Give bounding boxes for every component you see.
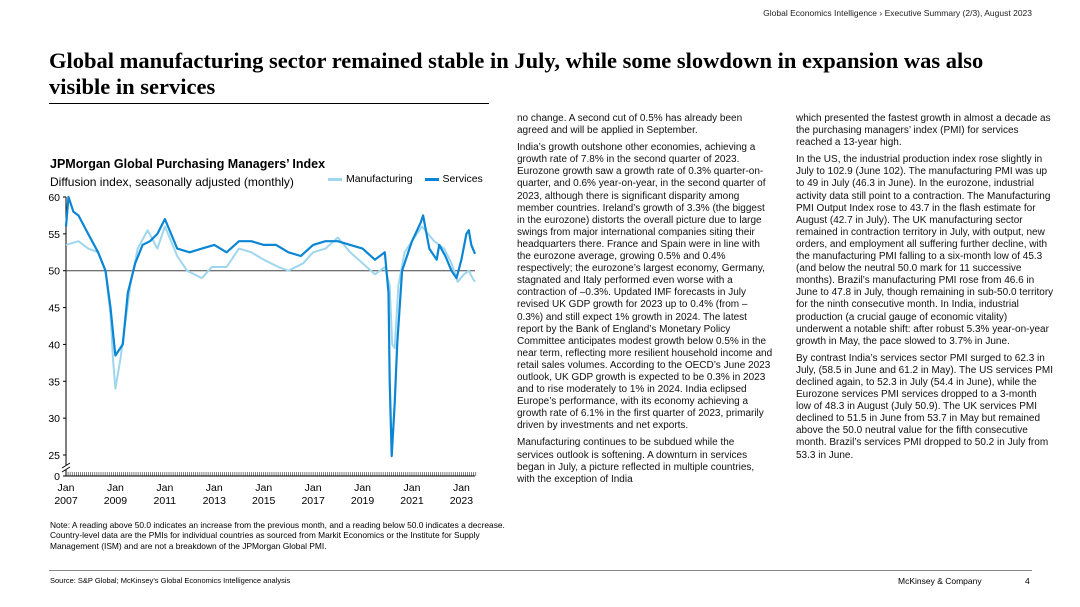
y-tick-label: 60 — [48, 192, 60, 204]
paragraph: no change. A second cut of 0.5% has alre… — [517, 113, 743, 137]
x-tick-label-month: Jan — [453, 482, 470, 494]
legend-swatch-manufacturing — [328, 177, 342, 181]
x-tick-label-month: Jan — [354, 482, 371, 494]
legend-item-services: Services — [424, 173, 483, 185]
page-title: Global manufacturing sector remained sta… — [49, 48, 984, 99]
x-tick-label-year: 2023 — [450, 495, 474, 507]
x-tick-label-year: 2009 — [104, 495, 128, 507]
x-tick-label-month: Jan — [58, 482, 75, 494]
axis-break-mark — [61, 466, 71, 473]
text-column-2: which presented the fastest growth in al… — [796, 113, 1054, 467]
x-tick-label-month: Jan — [305, 482, 322, 494]
x-tick-label-year: 2019 — [351, 495, 375, 507]
footer-brand: McKinsey & Company — [898, 576, 982, 586]
paragraph: Manufacturing continues to be subdued wh… — [517, 437, 755, 485]
chart-legend: Manufacturing Services — [328, 173, 495, 185]
x-tick-label-month: Jan — [156, 482, 173, 494]
y-tick-label: 25 — [48, 450, 60, 462]
x-tick-label-month: Jan — [255, 482, 272, 494]
source-note: Source: S&P Global; McKinsey’s Global Ec… — [50, 576, 291, 585]
text-column-1: no change. A second cut of 0.5% has alre… — [517, 113, 773, 491]
y-tick-label: 35 — [48, 376, 60, 388]
y-tick-label: 55 — [48, 229, 60, 241]
x-tick-label-year: 2015 — [252, 495, 276, 507]
axis-break-mark — [61, 462, 71, 469]
y-tick-label: 50 — [48, 266, 60, 278]
footer-divider — [49, 570, 1032, 571]
y-tick-label: 40 — [48, 339, 60, 351]
paragraph: By contrast India’s services sector PMI … — [796, 352, 1053, 461]
x-tick-label-month: Jan — [404, 482, 421, 494]
paragraph: In the US, the industrial production ind… — [796, 154, 1054, 347]
x-tick-label-month: Jan — [206, 482, 223, 494]
chart-note: Note: A reading above 50.0 indicates an … — [50, 520, 505, 551]
y-tick-label: 45 — [48, 303, 60, 315]
legend-swatch-services — [424, 177, 439, 181]
x-tick-label-year: 2011 — [154, 495, 177, 507]
paragraph: India’s growth outshone other economies,… — [517, 142, 773, 432]
paragraph: which presented the fastest growth in al… — [796, 113, 1051, 149]
legend-label-manufacturing: Manufacturing — [346, 173, 413, 185]
legend-item-manufacturing: Manufacturing — [328, 173, 413, 185]
page-number: 4 — [1025, 576, 1030, 586]
x-tick-label-year: 2013 — [203, 495, 227, 507]
x-tick-label-year: 2007 — [54, 495, 78, 507]
y-tick-label: 30 — [48, 413, 60, 425]
chart-title: JPMorgan Global Purchasing Managers’ Ind… — [50, 157, 326, 171]
series-line-services — [64, 195, 477, 458]
chart-subtitle: Diffusion index, seasonally adjusted (mo… — [50, 175, 294, 189]
x-tick-label-year: 2021 — [400, 495, 424, 507]
x-tick-label-month: Jan — [107, 482, 124, 494]
title-divider — [49, 103, 489, 104]
series-line-manufacturing — [65, 225, 476, 390]
breadcrumb: Global Economics Intelligence › Executiv… — [763, 8, 1032, 18]
y-tick-label: 0 — [54, 471, 60, 483]
x-tick-label-year: 2017 — [301, 495, 325, 507]
legend-label-services: Services — [442, 173, 483, 185]
